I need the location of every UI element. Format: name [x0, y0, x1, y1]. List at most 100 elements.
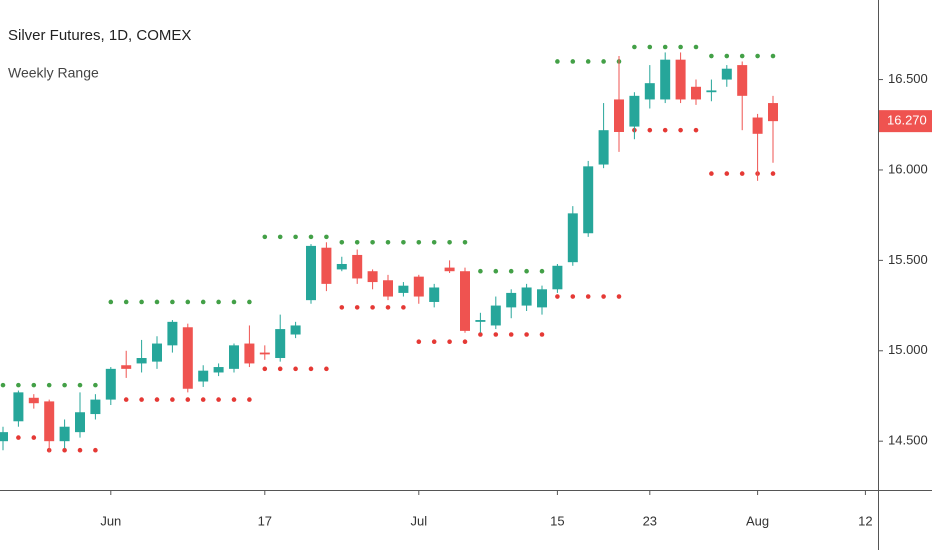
- range-dot: [247, 397, 252, 402]
- range-dot: [739, 53, 745, 59]
- range-dot: [16, 435, 21, 440]
- range-dot: [770, 53, 776, 59]
- range-dot: [216, 299, 221, 305]
- range-dot: [709, 171, 714, 176]
- range-dot: [508, 332, 514, 337]
- range-dot: [539, 332, 545, 337]
- range-dot: [555, 294, 560, 299]
- candle-body: [752, 117, 763, 134]
- range-dot: [46, 382, 52, 388]
- range-dot: [139, 299, 144, 305]
- range-dot: [339, 305, 345, 310]
- range-dot: [462, 339, 468, 345]
- candle-body: [506, 292, 517, 308]
- candle-body: [383, 280, 393, 297]
- candle-body: [737, 65, 748, 96]
- range-dot: [231, 397, 237, 402]
- candle-body: [321, 247, 332, 284]
- range-dot: [77, 447, 83, 453]
- range-dot: [493, 332, 499, 337]
- candle-body: [259, 352, 270, 355]
- candle-body: [352, 254, 363, 279]
- range-dot: [200, 299, 206, 305]
- range-dot: [647, 127, 653, 133]
- candle-body: [336, 263, 347, 270]
- candle-body: [198, 370, 209, 382]
- candle-body: [460, 271, 470, 331]
- range-dot: [277, 366, 283, 372]
- range-dot: [662, 44, 668, 50]
- candle-body: [691, 86, 701, 100]
- range-dot: [370, 239, 375, 245]
- range-dot: [262, 234, 268, 240]
- range-dot: [231, 299, 237, 305]
- candle-body: [244, 343, 255, 364]
- range-dot: [385, 239, 391, 245]
- candle-body: [152, 343, 162, 362]
- range-dot: [570, 59, 576, 64]
- candle-body: [583, 166, 594, 234]
- candle-body: [567, 213, 578, 263]
- candle-body: [167, 321, 178, 346]
- candle-body: [629, 95, 640, 127]
- candle-body: [0, 432, 8, 442]
- range-dot: [293, 366, 298, 372]
- range-dot: [185, 299, 191, 305]
- candle-body: [44, 401, 55, 442]
- range-dot: [431, 339, 437, 345]
- range-dot: [154, 397, 160, 402]
- candle-body: [290, 325, 301, 335]
- range-dot: [401, 239, 406, 245]
- candle-body: [644, 83, 655, 100]
- candle-body: [413, 276, 424, 297]
- range-dot: [570, 294, 576, 299]
- candle-body: [306, 245, 316, 301]
- candle-body: [706, 90, 717, 93]
- candle-body: [490, 305, 501, 326]
- range-dot: [370, 305, 375, 310]
- x-tick-label: Jul: [410, 513, 427, 528]
- range-dot: [508, 268, 514, 274]
- range-dot: [324, 234, 329, 240]
- y-tick-label: 16.500: [888, 71, 928, 86]
- range-dot: [339, 239, 345, 245]
- range-dot: [739, 171, 745, 176]
- range-dot: [16, 382, 21, 388]
- range-dot: [601, 294, 606, 299]
- range-dot: [462, 239, 468, 245]
- range-dot: [724, 171, 730, 176]
- range-dot: [170, 397, 175, 402]
- candle-body: [59, 426, 70, 442]
- range-dot: [108, 299, 114, 305]
- range-dot: [678, 44, 683, 50]
- last-price-tag: [879, 110, 932, 133]
- candle-body: [367, 271, 378, 283]
- range-dot: [293, 234, 298, 240]
- candle-body: [475, 320, 486, 322]
- range-dot: [755, 53, 760, 59]
- range-dot: [62, 447, 67, 453]
- range-dot: [324, 366, 329, 372]
- range-dot: [585, 294, 591, 299]
- range-dot: [693, 44, 699, 50]
- range-dot: [709, 53, 714, 59]
- candle-body: [721, 68, 732, 80]
- candle-body: [182, 327, 193, 389]
- range-dot: [170, 299, 175, 305]
- candle-body: [213, 367, 224, 373]
- y-tick-label: 15.500: [888, 252, 928, 267]
- candle-body: [598, 130, 609, 165]
- range-dot: [770, 171, 776, 176]
- y-tick-label: 16.000: [888, 161, 928, 176]
- range-dot: [123, 299, 129, 305]
- range-dot: [555, 59, 560, 64]
- chart-subtitle: Weekly Range: [8, 65, 99, 81]
- range-dot: [524, 268, 529, 274]
- range-dot: [385, 305, 391, 310]
- x-tick-label: Aug: [746, 513, 769, 528]
- range-dot: [539, 268, 545, 274]
- range-dot: [416, 339, 422, 345]
- range-dot: [200, 397, 206, 402]
